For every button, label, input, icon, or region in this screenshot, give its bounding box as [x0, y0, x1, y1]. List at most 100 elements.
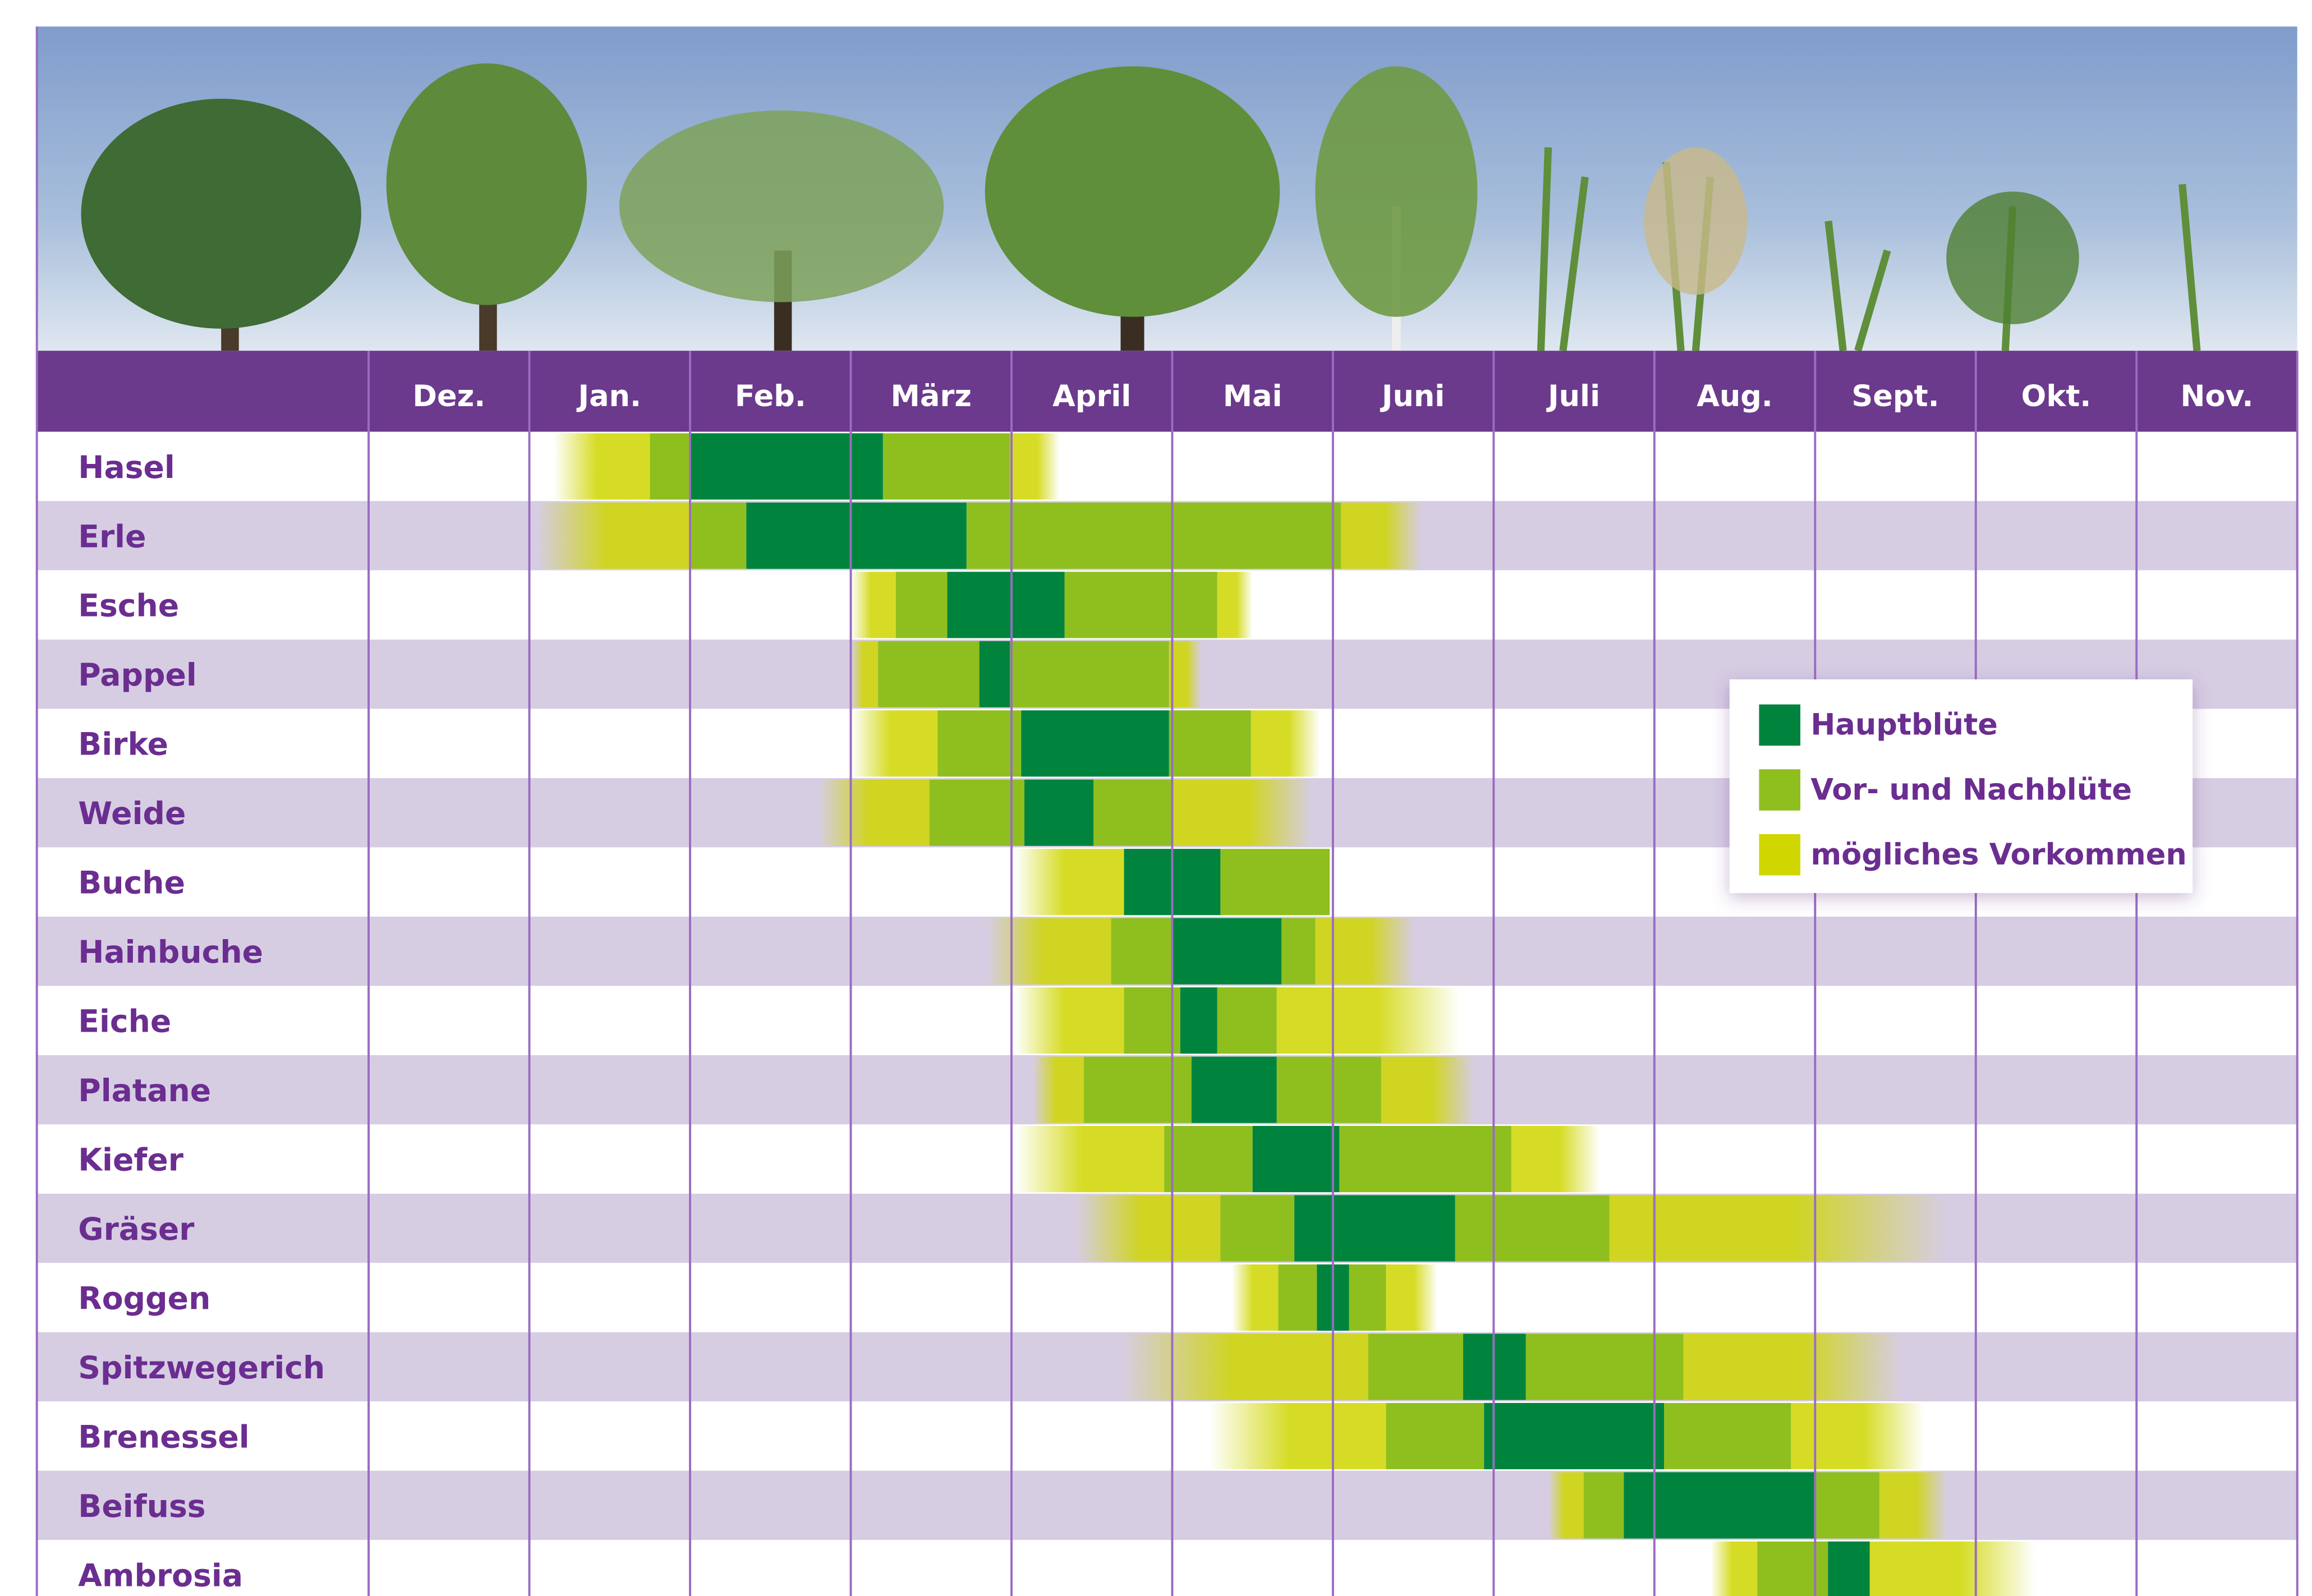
legend-label: Vor- und Nachblüte [1810, 772, 2132, 807]
bloom-bar [1180, 987, 1217, 1054]
legend-swatch [1759, 834, 1800, 876]
bloom-bar [1169, 641, 1201, 707]
bloom-bar [1828, 1542, 1869, 1596]
bloom-bar [930, 780, 1024, 846]
bloom-bar [819, 780, 930, 846]
bloom-bar [1064, 572, 1217, 638]
legend-label: Hauptblüte [1810, 708, 1997, 742]
month-label: Jan. [577, 379, 641, 413]
row-label: Hasel [78, 450, 175, 486]
bloom-bar [1386, 1403, 1484, 1469]
bloom-bar [1172, 918, 1281, 985]
bloom-bar [987, 918, 1111, 985]
bloom-bar [1683, 1333, 1902, 1400]
bloom-bar [1111, 918, 1173, 985]
bloom-bar [1791, 1403, 1924, 1469]
bloom-bar [1172, 780, 1312, 846]
row-label: Erle [78, 519, 146, 555]
row-background [37, 1263, 2297, 1332]
row-background [37, 1401, 2297, 1470]
bloom-bar [1277, 987, 1460, 1054]
row-label: Ambrosia [78, 1558, 243, 1594]
bloom-bar [851, 641, 878, 707]
bloom-bar [1339, 1126, 1511, 1192]
bloom-bar [896, 572, 948, 638]
bloom-bar [883, 433, 1010, 499]
row-label: Esche [78, 588, 179, 624]
month-label: Juli [1546, 379, 1600, 413]
row-label: Brenessel [78, 1419, 249, 1455]
bloom-bar [1192, 1057, 1277, 1123]
bloom-bar [1032, 1057, 1084, 1123]
bloom-bar [1341, 503, 1421, 569]
bloom-bar [1548, 1472, 1584, 1538]
bloom-bar [1381, 1057, 1474, 1123]
bloom-bar [1368, 1333, 1463, 1400]
bloom-bar [1349, 1264, 1386, 1331]
month-label: Mai [1223, 379, 1283, 413]
month-label: April [1052, 379, 1131, 413]
bloom-bar [1217, 987, 1277, 1054]
bloom-bar [980, 641, 1010, 707]
bloom-bar [1253, 1126, 1340, 1192]
bloom-bar [1093, 780, 1172, 846]
bloom-bar [1010, 433, 1060, 499]
bloom-bar [947, 572, 1064, 638]
bloom-bar [1815, 1472, 1879, 1538]
row-label: Kiefer [78, 1142, 184, 1178]
bloom-bar [1015, 1126, 1164, 1192]
row-label: Gräser [78, 1212, 195, 1248]
bloom-bar [1664, 1403, 1791, 1469]
page: {"chart_data":{"type":"gantt", "months":… [0, 0, 2312, 1596]
bloom-bar [878, 641, 979, 707]
legend-label: mögliches Vorkommen [1810, 838, 2186, 872]
bloom-bar [1010, 641, 1169, 707]
bloom-bar [746, 503, 966, 569]
row-background [37, 432, 2297, 501]
row-label: Pappel [78, 657, 197, 693]
bloom-bar [1015, 987, 1124, 1054]
bloom-bar [1217, 572, 1253, 638]
bloom-bar [1484, 1403, 1664, 1469]
bloom-bar [537, 503, 690, 569]
row-label: Weide [78, 796, 186, 832]
bloom-bar [1084, 1057, 1192, 1123]
bloom-bar [967, 503, 1341, 569]
month-label: Okt. [2021, 379, 2092, 413]
bloom-bar [1220, 1195, 1294, 1261]
bloom-bar [690, 433, 883, 499]
row-label: Spitzwegerich [78, 1350, 325, 1386]
bloom-bar [1164, 1126, 1253, 1192]
month-label: Feb. [735, 379, 806, 413]
bloom-bar [851, 710, 937, 776]
bloom-bar [1757, 1542, 1828, 1596]
header-row [37, 351, 2297, 431]
row-label: Roggen [78, 1281, 210, 1317]
row-label: Platane [78, 1073, 211, 1109]
row-label: Eiche [78, 1004, 171, 1040]
legend-swatch [1759, 769, 1800, 811]
bloom-bar [1021, 710, 1169, 776]
row-background [37, 1471, 2297, 1540]
row-label: Hainbuche [78, 935, 263, 971]
bloom-bar [1386, 1264, 1437, 1331]
row-label: Buche [78, 866, 185, 902]
bloom-bar [1315, 918, 1415, 985]
bloom-bar [1870, 1542, 2035, 1596]
bloom-bar [1220, 849, 1330, 915]
bloom-bar [1584, 1472, 1624, 1538]
bloom-bar [1121, 1333, 1368, 1400]
bloom-bar [1281, 918, 1315, 985]
month-label: Juni [1380, 379, 1445, 413]
bloom-bar [1610, 1195, 1947, 1261]
bloom-bar [690, 503, 746, 569]
month-label: März [891, 379, 972, 413]
legend-swatch [1759, 705, 1800, 746]
bloom-bar [851, 572, 895, 638]
month-label: Nov. [2180, 379, 2253, 413]
row-label: Beifuss [78, 1489, 205, 1525]
bloom-bar [1251, 710, 1320, 776]
bloom-bar [1526, 1333, 1684, 1400]
bloom-bar [1879, 1472, 1947, 1538]
bloom-bar [1231, 1264, 1278, 1331]
